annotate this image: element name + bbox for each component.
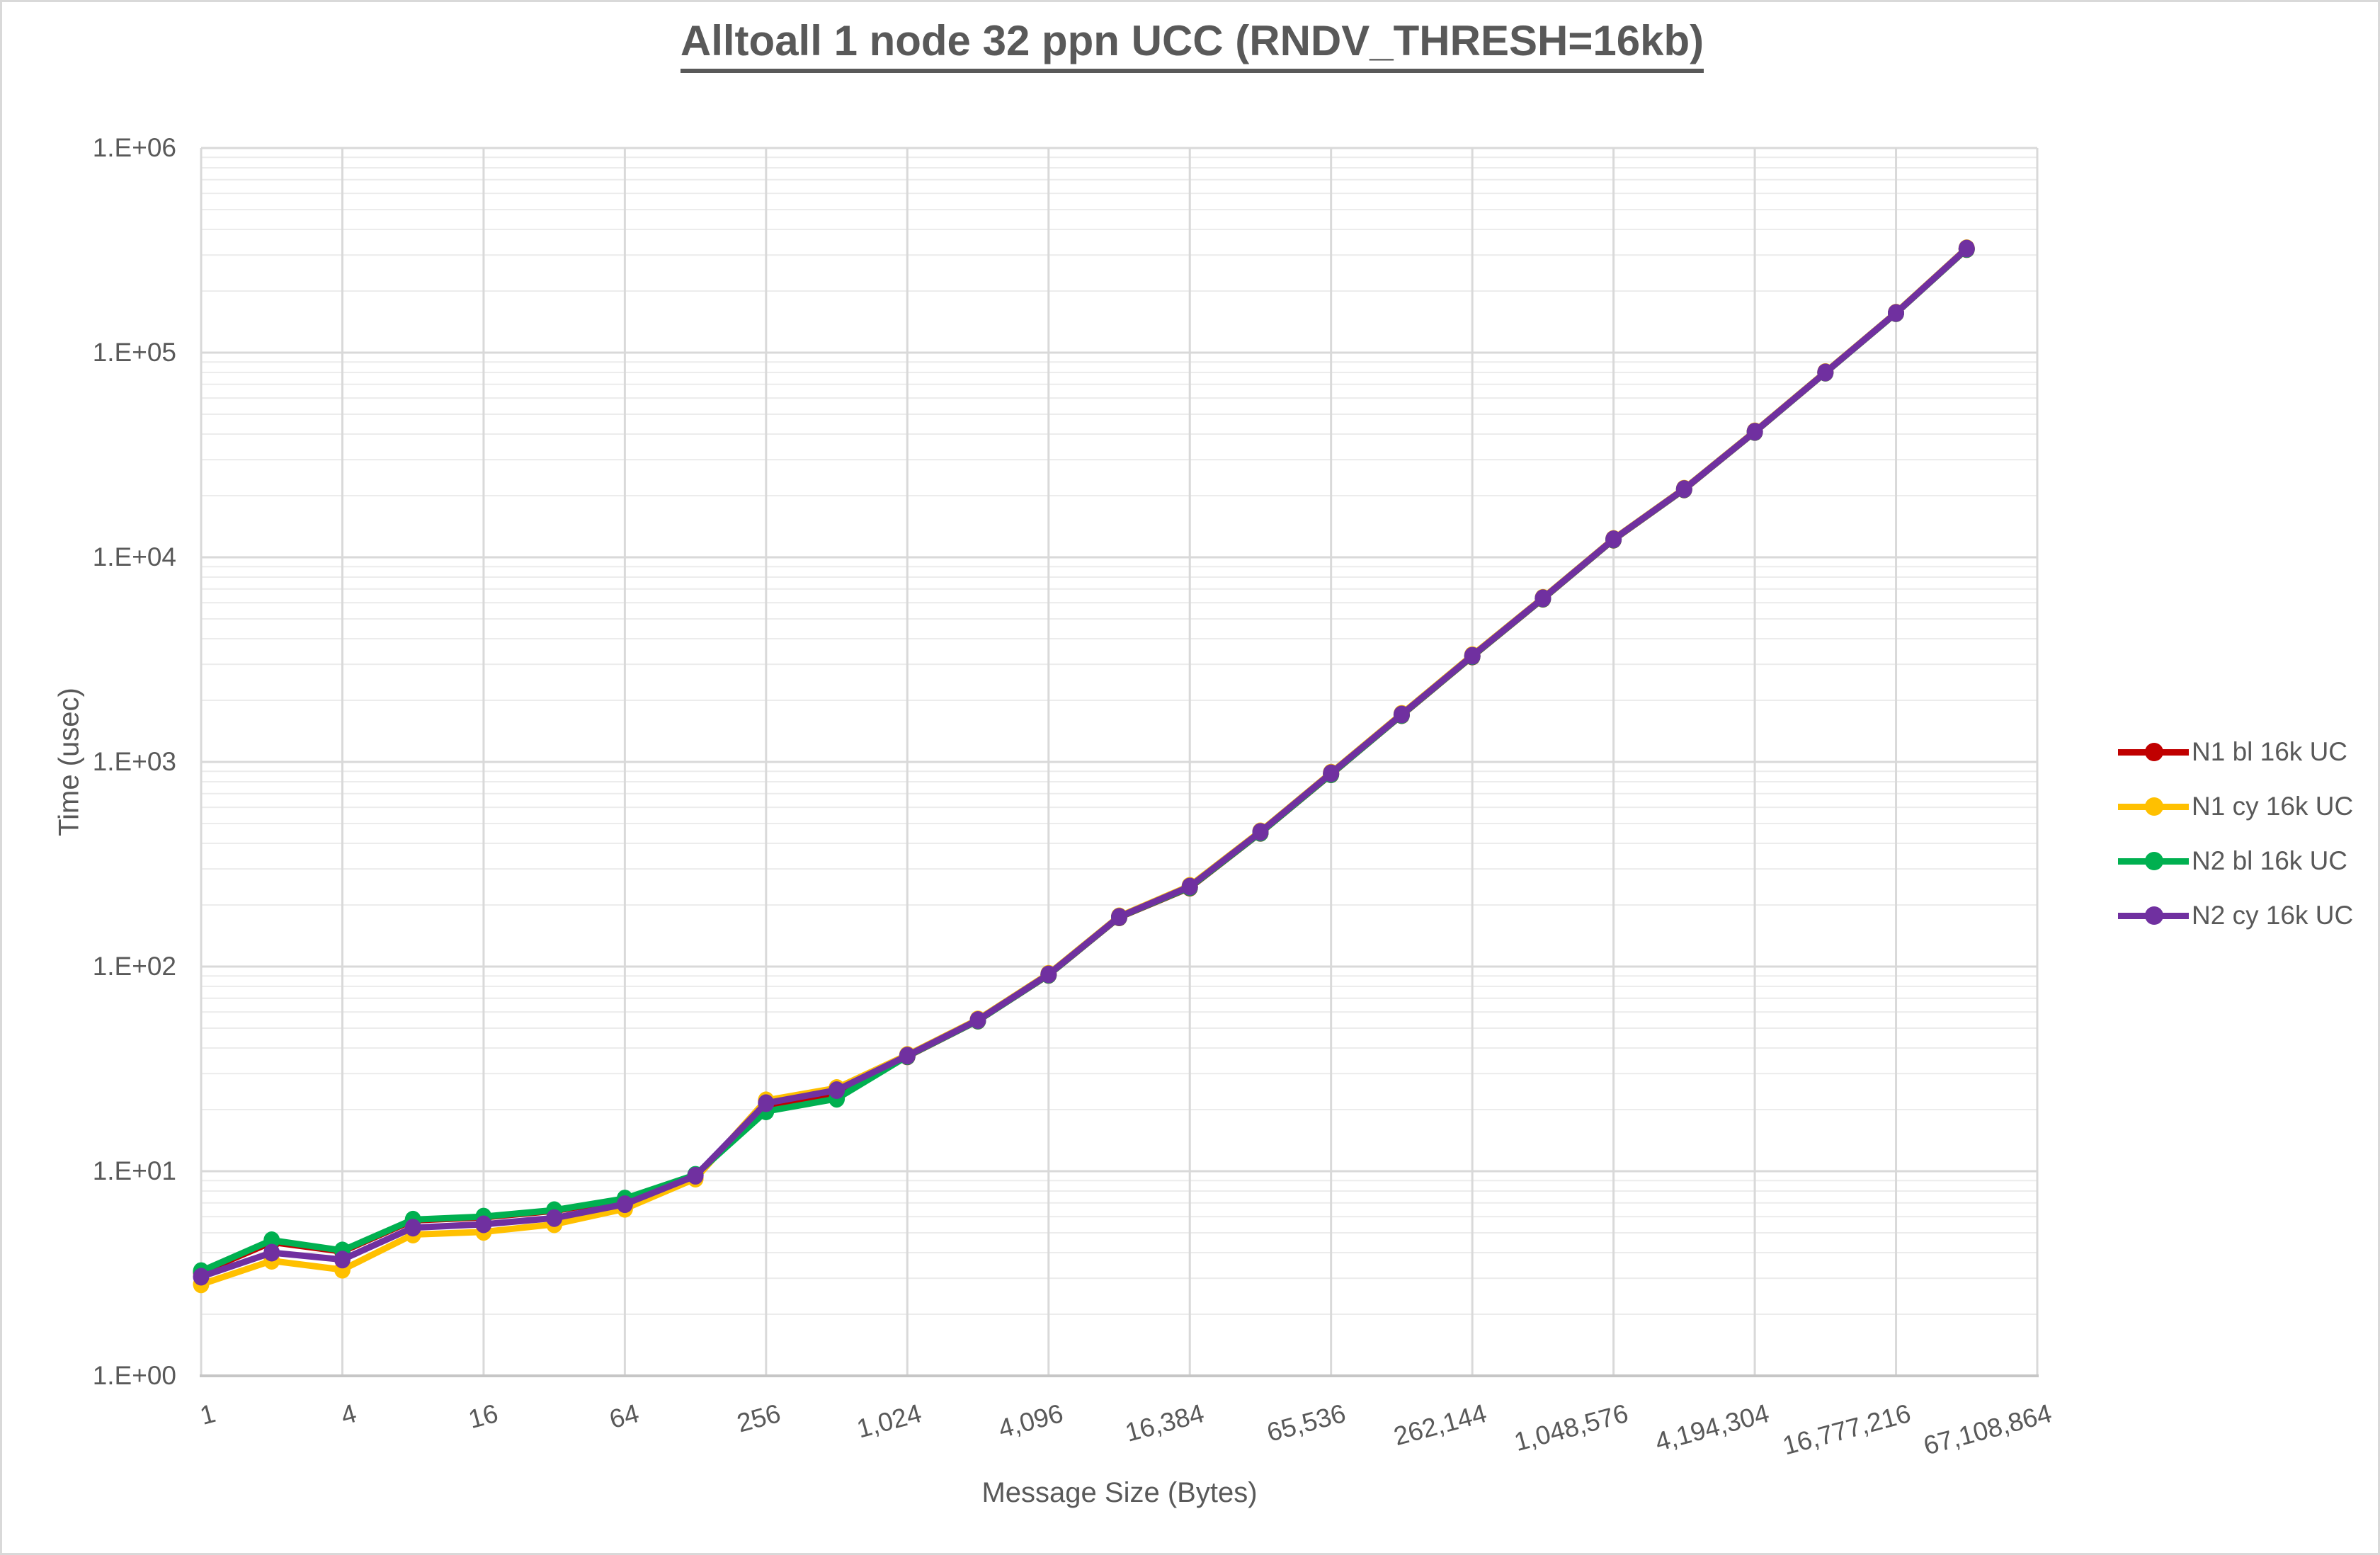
y-tick-label: 1.E+02 (92, 952, 176, 981)
data-point-marker (1181, 877, 1198, 896)
data-point-marker (829, 1081, 845, 1099)
data-point-marker (1817, 363, 1834, 382)
legend-dot-icon (2145, 851, 2163, 870)
legend-item: N1 bl 16k UC (2118, 724, 2378, 779)
data-point-marker (1958, 239, 1975, 258)
data-point-marker (1535, 589, 1551, 608)
y-tick-label: 1.E+01 (92, 1156, 176, 1185)
data-point-marker (334, 1251, 351, 1269)
data-point-marker (404, 1219, 421, 1237)
legend-item: N2 bl 16k UC (2118, 833, 2378, 888)
data-point-marker (1111, 908, 1127, 926)
series-line-n2-bl-16k-uc (198, 246, 1970, 1275)
legend-dot-icon (2145, 906, 2163, 925)
legend-item-label: N2 bl 16k UC (2192, 845, 2348, 875)
legend-dot-icon (2145, 797, 2163, 816)
data-point-marker (899, 1047, 916, 1065)
y-tick-label: 1.E+03 (92, 747, 176, 776)
y-tick-label: 1.E+06 (92, 133, 176, 162)
legend-item-label: N1 cy 16k UC (2192, 791, 2354, 821)
legend: N1 bl 16k UC N1 cy 16k UC N2 bl 16k UC N2 c… (2118, 724, 2378, 942)
data-point-marker (263, 1243, 280, 1262)
series-line-n2-cy-16k-uc (198, 245, 1970, 1280)
legend-line-marker-icon (2118, 797, 2189, 816)
data-point-marker (1252, 823, 1269, 841)
data-point-marker (1888, 304, 1904, 322)
data-point-marker (1746, 423, 1763, 441)
data-point-marker (1464, 647, 1481, 665)
data-point-marker (1323, 764, 1340, 782)
y-tick-label: 1.E+00 (92, 1361, 176, 1390)
legend-dot-icon (2145, 742, 2163, 761)
data-point-marker (263, 1231, 280, 1249)
data-point-marker (193, 1268, 210, 1286)
series-line-n1-bl-16k-uc (198, 246, 1970, 1276)
x-axis-title: Message Size (Bytes) (981, 1477, 1258, 1508)
legend-line-marker-icon (2118, 851, 2189, 870)
data-point-marker (1393, 705, 1410, 724)
data-point-marker (475, 1215, 492, 1234)
data-point-marker (616, 1195, 633, 1214)
y-tick-label: 1.E+05 (92, 338, 176, 367)
data-point-marker (1675, 480, 1692, 499)
legend-item-label: N2 cy 16k UC (2192, 900, 2354, 930)
data-point-marker (758, 1094, 775, 1112)
data-point-marker (687, 1166, 704, 1185)
legend-line-marker-icon (2118, 742, 2189, 761)
data-point-marker (969, 1011, 986, 1029)
legend-item: N2 cy 16k UC (2118, 888, 2378, 942)
chart-title: Alltoall 1 node 32 ppn UCC (RNDV_THRESH=… (2, 16, 2378, 73)
data-point-marker (546, 1209, 563, 1227)
legend-item-label: N1 bl 16k UC (2192, 736, 2348, 766)
y-tick-label: 1.E+04 (92, 542, 176, 571)
series-line-n1-cy-16k-uc (198, 245, 1970, 1288)
data-point-marker (1040, 965, 1057, 984)
legend-item: N1 cy 16k UC (2118, 779, 2378, 833)
legend-line-marker-icon (2118, 906, 2189, 925)
data-point-marker (1605, 530, 1622, 548)
